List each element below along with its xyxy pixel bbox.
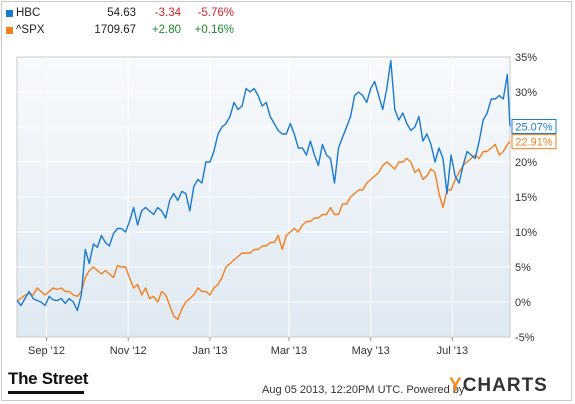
logo-underline bbox=[8, 391, 84, 394]
legend-price: 1709.67 bbox=[94, 24, 136, 36]
footer-caption: Aug 05 2013, 12:20PM UTC. Powered by bbox=[262, 384, 464, 396]
y-tick-label: 0% bbox=[515, 297, 531, 309]
legend-price: 54.63 bbox=[107, 7, 136, 19]
ycharts-logo-text: CHARTS bbox=[462, 375, 548, 396]
x-tick-label: Mar '13 bbox=[271, 345, 307, 357]
series-line-spx bbox=[16, 141, 511, 321]
legend-swatch-spx bbox=[6, 27, 13, 34]
series-line-hbc bbox=[16, 59, 511, 312]
end-value-label: 25.07% bbox=[515, 122, 553, 134]
end-value-box bbox=[511, 134, 557, 150]
legend-row-spx: ^SPX 1709.67 +2.80 +0.16% bbox=[6, 24, 266, 41]
end-value-box bbox=[511, 119, 557, 135]
legend-name: ^SPX bbox=[16, 24, 45, 36]
legend-percent-change: -5.76% bbox=[197, 7, 234, 19]
legend-name: HBC bbox=[16, 7, 41, 19]
end-value-label: 22.91% bbox=[515, 137, 553, 149]
legend-percent-change: +0.16% bbox=[194, 24, 234, 36]
thestreet-logo: The Street bbox=[8, 369, 89, 388]
x-tick-label: Jan '13 bbox=[192, 345, 227, 357]
legend-change: -3.34 bbox=[154, 7, 181, 19]
ycharts-logo-y: Y bbox=[449, 375, 463, 396]
y-tick-label: 15% bbox=[515, 192, 537, 204]
legend-swatch-hbc bbox=[6, 10, 13, 17]
ycharts-logo[interactable]: YCHARTS bbox=[449, 375, 548, 397]
y-tick-label: 10% bbox=[515, 227, 537, 239]
y-tick-label: 35% bbox=[515, 52, 537, 64]
powered-by-label: Powered by bbox=[406, 384, 465, 396]
legend: HBC 54.63 -3.34 -5.76% ^SPX 1709.67 +2.8… bbox=[6, 7, 266, 41]
x-tick-label: Jul '13 bbox=[437, 345, 468, 357]
timestamp: Aug 05 2013, 12:20PM UTC. bbox=[262, 384, 404, 396]
legend-change: +2.80 bbox=[151, 24, 181, 36]
legend-row-hbc: HBC 54.63 -3.34 -5.76% bbox=[6, 7, 266, 24]
y-tick-label: -5% bbox=[515, 332, 535, 344]
x-tick-label: Sep '12 bbox=[28, 345, 65, 357]
y-tick-label: 20% bbox=[515, 157, 537, 169]
y-tick-label: 5% bbox=[515, 262, 531, 274]
y-tick-label: 30% bbox=[515, 87, 537, 99]
x-tick-label: Nov '12 bbox=[110, 345, 147, 357]
x-tick-label: May '13 bbox=[352, 345, 390, 357]
